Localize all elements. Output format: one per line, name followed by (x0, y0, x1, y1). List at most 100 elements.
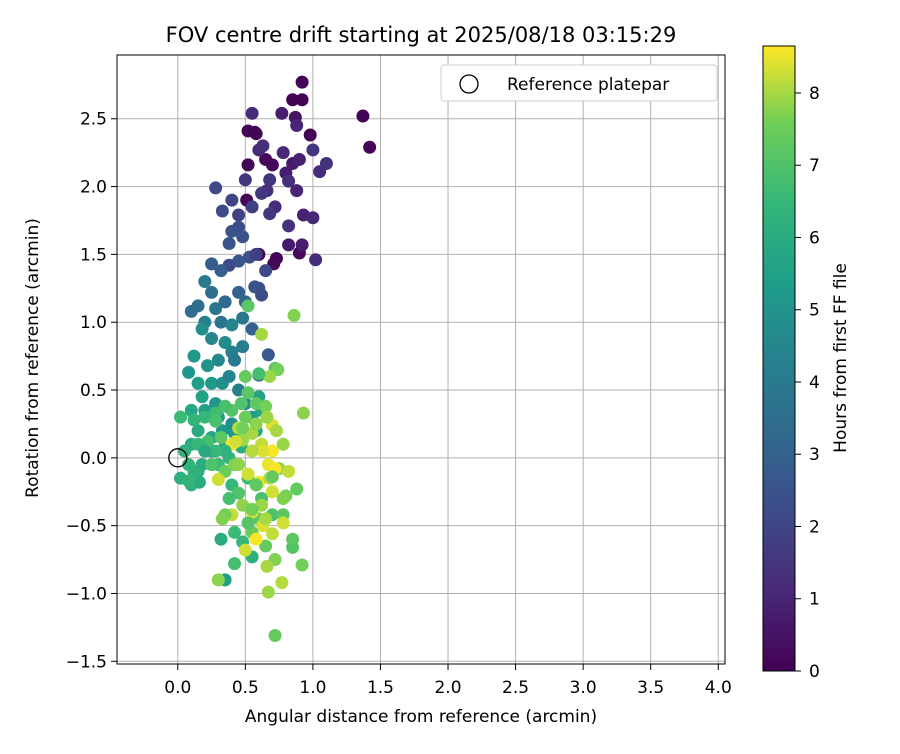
data-point (232, 208, 246, 222)
data-point (259, 512, 273, 526)
data-point (255, 327, 269, 341)
legend-box (440, 64, 718, 102)
data-point (295, 93, 309, 107)
data-point (245, 200, 259, 214)
data-point (191, 424, 205, 438)
data-point (286, 93, 300, 107)
colorbar-tick-label: 2 (809, 517, 820, 537)
data-point (241, 467, 255, 481)
x-tick-label: 0.5 (232, 678, 259, 698)
data-point (265, 470, 279, 484)
data-point (282, 174, 296, 188)
data-point (228, 557, 242, 571)
data-point (245, 106, 259, 120)
data-point (215, 512, 229, 526)
data-point (241, 386, 255, 400)
data-point (309, 253, 323, 267)
data-point (211, 573, 225, 587)
data-point (232, 486, 246, 500)
data-point (238, 369, 252, 383)
data-point (303, 128, 317, 142)
data-point (225, 193, 239, 207)
data-point (236, 311, 250, 325)
data-point (174, 410, 188, 424)
data-point (234, 397, 248, 411)
data-point (236, 230, 250, 244)
legend-reference-marker (459, 74, 479, 94)
colorbar-tick-label: 4 (809, 373, 820, 393)
y-tick-label: −0.5 (66, 517, 107, 537)
data-point (195, 322, 209, 336)
data-point (201, 359, 215, 373)
data-point (209, 181, 223, 195)
data-point (269, 424, 283, 438)
data-point (276, 492, 290, 506)
y-tick-label: 2.5 (80, 110, 107, 130)
x-tick-label: 3.0 (570, 678, 597, 698)
colorbar-tick-label: 3 (809, 445, 820, 465)
data-point (228, 525, 242, 539)
data-point (218, 444, 232, 458)
data-point (249, 127, 263, 141)
data-point (245, 444, 259, 458)
data-point (249, 478, 263, 492)
data-point (263, 369, 277, 383)
data-point (238, 410, 252, 424)
data-point (249, 247, 263, 261)
data-point (198, 444, 212, 458)
data-point (265, 158, 279, 172)
colorbar-gradient (762, 45, 796, 672)
data-point (229, 435, 243, 449)
plot-frame (116, 54, 726, 665)
data-point (236, 421, 250, 435)
data-point (292, 152, 306, 166)
data-point (259, 264, 273, 278)
data-point (198, 275, 212, 289)
colorbar-tick-label: 1 (809, 590, 820, 610)
data-point (259, 399, 273, 413)
data-point (214, 532, 228, 546)
legend: Reference platepar (440, 64, 718, 102)
data-point (241, 516, 255, 530)
data-point (265, 444, 279, 458)
data-point (295, 75, 309, 89)
data-point (211, 473, 225, 487)
x-tick-label: 1.5 (367, 678, 394, 698)
reference-platepar-marker (168, 448, 188, 468)
data-point (263, 173, 277, 187)
data-point (228, 353, 242, 367)
chart-title: FOV centre drift starting at 2025/08/18 … (166, 23, 677, 47)
data-point (276, 516, 290, 530)
y-tick-label: 2.0 (80, 178, 107, 198)
data-point (356, 109, 370, 123)
y-tick-label: 0.0 (80, 449, 107, 469)
data-point (218, 295, 232, 309)
x-axis-label: Angular distance from reference (arcmin) (245, 707, 597, 727)
data-point (205, 257, 219, 271)
data-point (218, 399, 232, 413)
data-point (205, 376, 219, 390)
data-point (282, 219, 296, 233)
data-point (182, 365, 196, 379)
data-point (256, 139, 270, 153)
y-axis-ticks: −1.5 −1.0 −0.5 0.0 0.5 1.0 1.5 2.0 2.5 (66, 110, 117, 672)
data-point (290, 119, 304, 133)
data-point (306, 211, 320, 225)
data-point (184, 304, 198, 318)
y-tick-label: 0.5 (80, 381, 107, 401)
data-point (275, 106, 289, 120)
data-point (290, 184, 304, 198)
data-point (263, 207, 277, 221)
data-point (187, 349, 201, 363)
data-point (182, 474, 196, 488)
colorbar-tick-label: 5 (809, 301, 820, 321)
scatter-points (174, 75, 377, 643)
colorbar-tick-label: 0 (809, 662, 820, 682)
data-point (245, 322, 259, 336)
data-point (261, 348, 275, 362)
data-point (214, 430, 228, 444)
data-point (286, 532, 300, 546)
data-point (232, 285, 246, 299)
data-point (222, 237, 236, 251)
